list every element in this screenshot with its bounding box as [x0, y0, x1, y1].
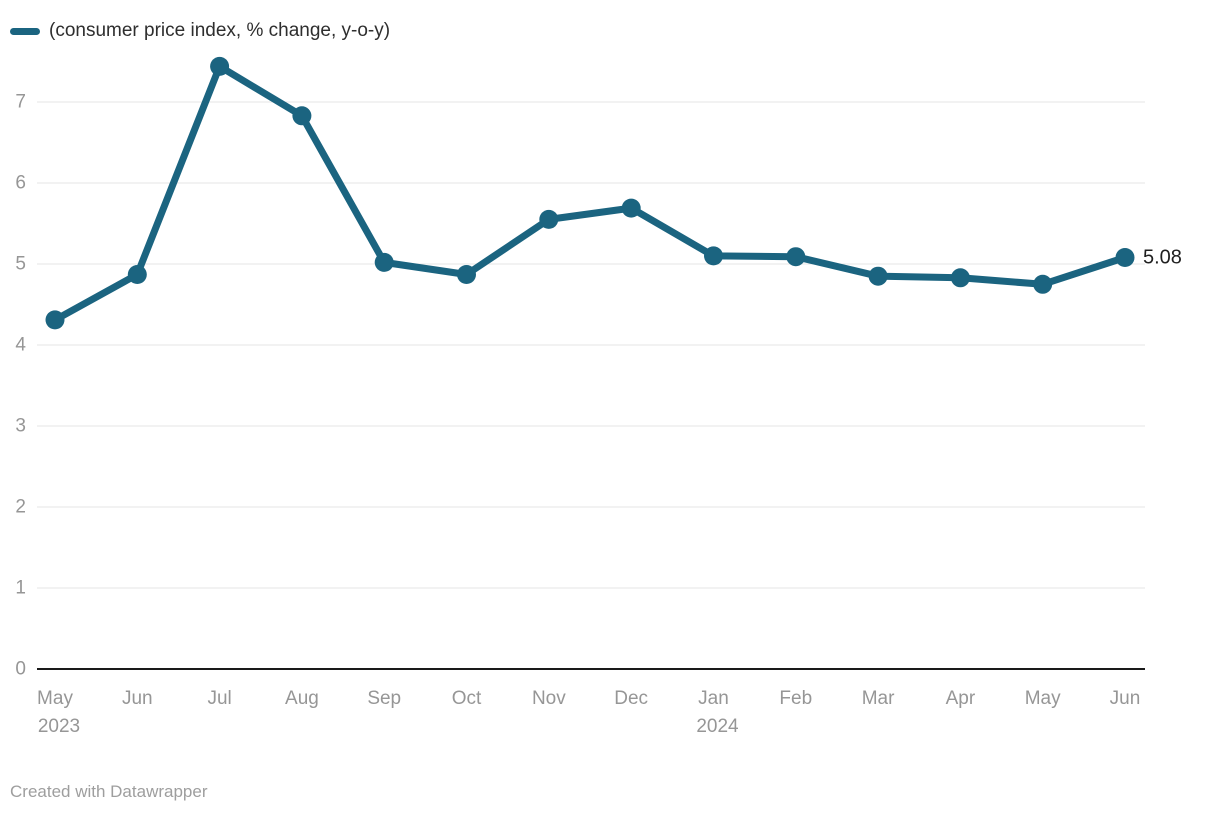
data-point-jan-2024[interactable]: [704, 246, 723, 266]
x-axis-year-label-2024: 2024: [696, 716, 739, 737]
data-point-aug[interactable]: [292, 106, 312, 126]
x-axis-tick-label-jun: Jun: [122, 688, 153, 709]
x-axis-tick-label-jun: Jun: [1110, 688, 1141, 709]
data-point-feb[interactable]: [786, 247, 806, 267]
x-axis-tick-label-sep: Sep: [367, 688, 401, 709]
y-axis-tick-label-4: 4: [15, 335, 26, 356]
datawrapper-attribution: Created with Datawrapper: [10, 782, 208, 801]
y-axis-tick-label-2: 2: [15, 497, 26, 518]
x-axis-tick-label-may-2023: May: [37, 688, 73, 709]
data-point-may-2023[interactable]: [45, 310, 65, 330]
legend-line-marker-icon: [10, 27, 40, 35]
data-point-jun[interactable]: [127, 265, 147, 284]
x-axis-tick-label-dec: Dec: [614, 688, 648, 709]
data-point-mar[interactable]: [868, 266, 888, 286]
data-point-oct[interactable]: [457, 265, 476, 284]
data-point-dec[interactable]: [621, 198, 641, 218]
legend-series-label: (consumer price index, % change, y-o-y): [49, 20, 391, 41]
y-axis-tick-label-3: 3: [15, 416, 26, 437]
data-point-jul[interactable]: [210, 56, 230, 76]
x-axis-tick-label-nov: Nov: [532, 688, 566, 709]
x-axis-year-label-2023: 2023: [38, 716, 80, 737]
y-axis-tick-label-5: 5: [15, 254, 26, 275]
data-point-may[interactable]: [1033, 274, 1053, 294]
x-axis-tick-label-may: May: [1025, 688, 1061, 709]
x-axis-tick-label-apr: Apr: [946, 688, 976, 709]
cpi-series-line: [51, 62, 1129, 324]
x-axis-tick-label-oct: Oct: [452, 688, 482, 709]
line-chart-plot-area: 0 1 2 3 4 5 6 7 May 2023 Jun Jul Aug Sep Oct Nov Dec Jan 2…: [15, 56, 1182, 737]
x-axis-tick-label-mar: Mar: [862, 688, 895, 709]
data-point-jun[interactable]: [1115, 248, 1135, 267]
end-value-label: 5.08: [1143, 247, 1182, 269]
chart-legend: (consumer price index, % change, y-o-y): [10, 20, 390, 43]
data-point-sep[interactable]: [374, 252, 394, 272]
y-axis-tick-label-0: 0: [15, 659, 26, 680]
x-axis-tick-label-jul: Jul: [207, 688, 231, 709]
y-axis-tick-label-7: 7: [15, 92, 26, 113]
data-point-apr[interactable]: [950, 268, 970, 288]
y-axis-tick-label-1: 1: [15, 578, 26, 599]
x-axis-tick-label-feb: Feb: [779, 688, 812, 709]
x-axis-tick-label-aug: Aug: [285, 688, 319, 709]
data-point-nov[interactable]: [539, 209, 559, 229]
y-axis-tick-label-6: 6: [15, 173, 26, 194]
x-axis-tick-label-jan-2024: Jan: [698, 688, 729, 709]
